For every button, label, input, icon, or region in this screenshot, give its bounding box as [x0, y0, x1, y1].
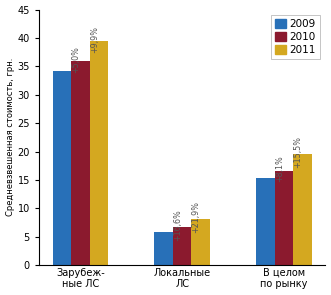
Bar [256, 178, 275, 265]
Bar [71, 61, 90, 265]
Text: +15,5%: +15,5% [293, 136, 302, 168]
Legend: 2009, 2010, 2011: 2009, 2010, 2011 [271, 15, 320, 59]
Bar [90, 41, 108, 265]
Bar [173, 227, 191, 265]
Text: +5,0%: +5,0% [71, 46, 80, 73]
Bar [293, 154, 311, 265]
Text: +9,9%: +9,9% [90, 26, 99, 53]
Bar [155, 232, 173, 265]
Bar [275, 171, 293, 265]
Bar [191, 219, 210, 265]
Text: +8,1%: +8,1% [275, 156, 284, 183]
Text: +16,6%: +16,6% [173, 209, 182, 241]
Y-axis label: Средневзвешенная стоимость, грн.: Средневзвешенная стоимость, грн. [6, 58, 15, 217]
Bar [53, 71, 71, 265]
Text: +21,9%: +21,9% [192, 201, 201, 233]
